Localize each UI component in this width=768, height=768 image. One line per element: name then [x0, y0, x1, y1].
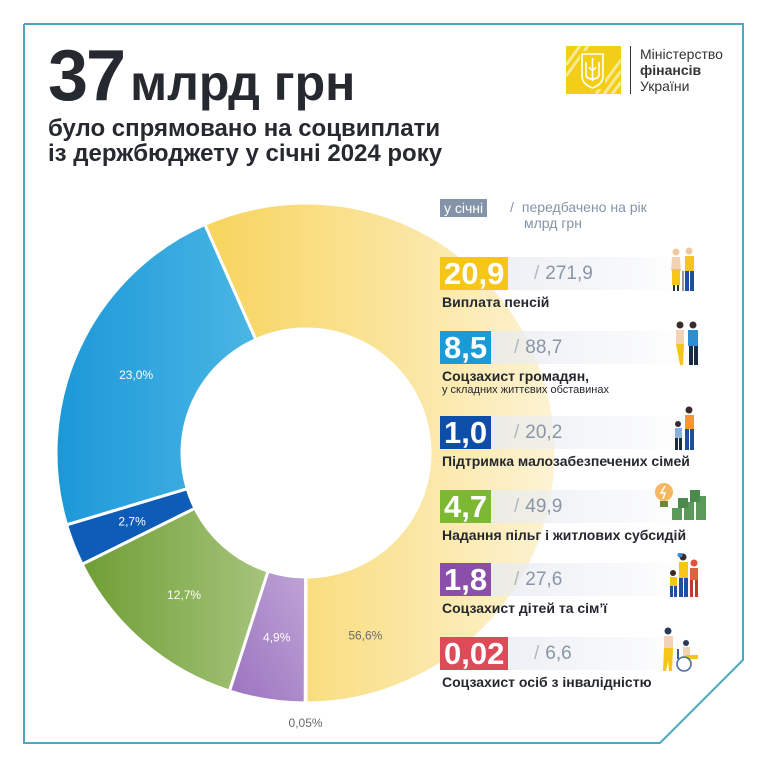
- category-label: Надання пільг і житлових субсидій: [442, 527, 687, 543]
- january-badge: у січні: [440, 199, 488, 217]
- planned-value: /49,9: [514, 496, 563, 517]
- slice-percent-label: 2,7%: [118, 515, 146, 529]
- january-value: 1,0: [440, 416, 492, 450]
- mother-child-icon: [675, 406, 694, 450]
- planned-value: /88,7: [514, 337, 563, 358]
- planned-value: /271,9: [534, 263, 593, 284]
- donut-slice: [54, 222, 258, 527]
- january-value: 1,8: [440, 563, 492, 597]
- subtitle-line-1: було спрямовано на соцвиплати: [48, 115, 441, 142]
- elderly-couple-icon: [671, 247, 694, 291]
- lightbulb-money-icon: [655, 483, 706, 520]
- slice-percent-label: 56,6%: [348, 629, 382, 643]
- slice-percent-label: 23,0%: [119, 368, 153, 382]
- amount-number: 37: [48, 36, 126, 116]
- slice-percent-label: 4,9%: [263, 631, 291, 645]
- category-label: Соцзахист осіб з інвалідністю: [442, 674, 652, 690]
- planned-slash: /: [510, 199, 514, 215]
- frame-border: [23, 23, 744, 744]
- category-label: Соцзахист громадян,: [442, 368, 590, 384]
- donut-slice: [80, 506, 270, 693]
- category-label: Підтримка малозабезпечених сімей: [442, 453, 690, 469]
- wheelchair-icon: [663, 627, 698, 672]
- logo-line-2: фінансів: [640, 62, 702, 78]
- ministry-logo: Міністерство фінансів України: [566, 46, 742, 102]
- planned-header: / передбачено на рік млрд грн: [510, 199, 647, 231]
- logo-divider: [630, 46, 631, 94]
- category-label: Виплата пенсій: [442, 294, 550, 310]
- planned-value: /20,2: [514, 422, 563, 443]
- slice-percent-label: 12,7%: [167, 588, 201, 602]
- slice-percent-label: 0,05%: [289, 716, 323, 730]
- logo-line-1: Міністерство: [640, 46, 723, 62]
- planned-line-2: млрд грн: [524, 215, 582, 231]
- subtitle-line-2: із держбюджету у січні 2024 року: [48, 140, 443, 167]
- january-value: 8,5: [440, 331, 492, 365]
- january-value: 0,02: [440, 637, 509, 671]
- planned-line-1: передбачено на рік: [521, 199, 647, 215]
- trident-coat-of-arms-icon: [566, 46, 621, 94]
- amount-unit: млрд грн: [130, 55, 356, 111]
- category-sublabel: у складних життєвих обставинах: [442, 384, 609, 396]
- january-value: 4,7: [440, 490, 492, 524]
- logo-line-3: України: [640, 78, 690, 94]
- family-icon: [670, 553, 698, 597]
- planned-value: /6,6: [534, 643, 572, 664]
- couple-standing-icon: [676, 321, 698, 365]
- january-value: 20,9: [440, 257, 509, 291]
- subtitle: було спрямовано на соцвиплати із держбюд…: [48, 116, 442, 166]
- category-label: Соцзахист дітей та сім’ї: [442, 600, 608, 616]
- headline-amount: 37 млрд грн: [48, 40, 355, 119]
- planned-value: /27,6: [514, 569, 563, 590]
